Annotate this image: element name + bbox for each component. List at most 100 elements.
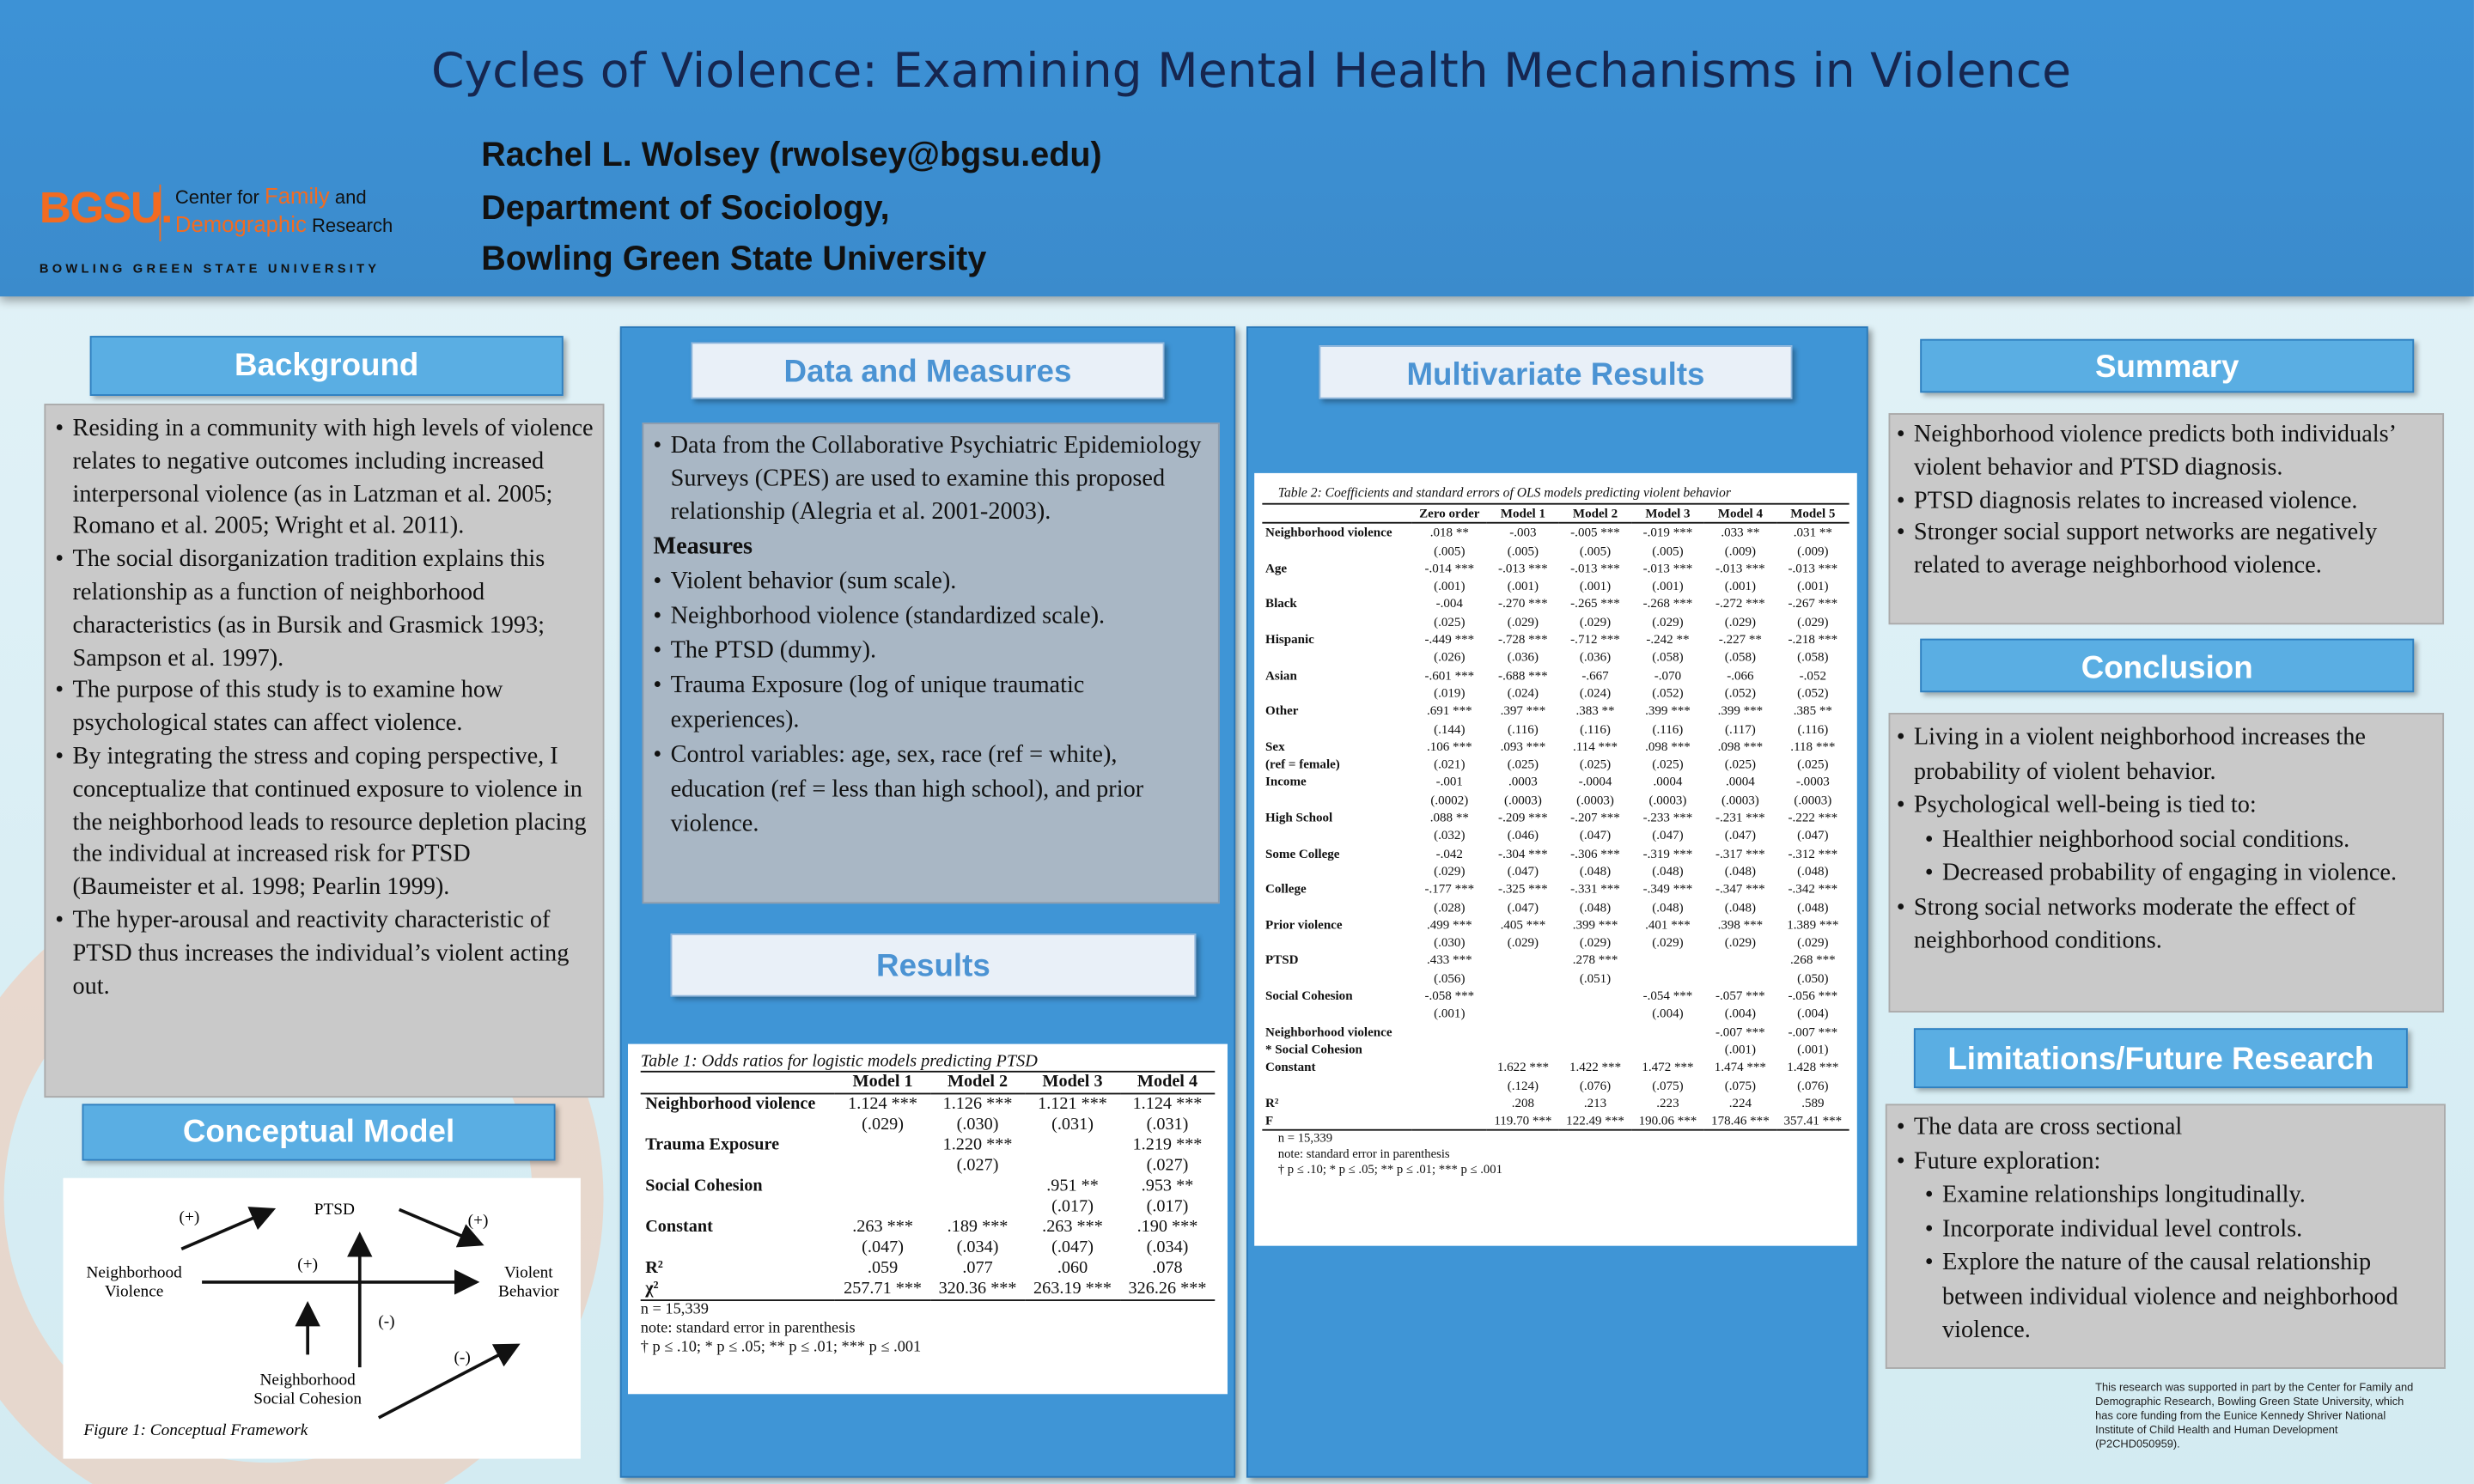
row-label: PTSD [1265,952,1299,968]
table-cell: (.048) [1797,899,1829,915]
logo-mark: BGSU. [39,183,174,232]
table-cell: (.0003) [1576,793,1614,807]
table-cell: .118 *** [1790,739,1836,754]
row-label: College [1265,881,1307,897]
bullet: Neighborhood violence predicts both indi… [1897,419,2436,484]
table-cell [1412,1059,1487,1077]
row-label: Neighborhood violence [1265,1024,1392,1039]
table-row: R² .059 .077 .060 .078 [641,1258,1216,1279]
table-cell: -.601 *** [1424,667,1475,683]
table-cell: 1.124 *** [848,1094,917,1114]
bullet: The purpose of this study is to examine … [55,676,593,741]
row-label: Constant [1265,1060,1316,1074]
bullet: Violent behavior (sum scale). [653,565,1209,599]
table-cell: -.319 *** [1642,846,1693,861]
table-row: Age -.014 *** -.013 *** -.013 *** -.013 *** -… [1262,560,1849,578]
table-row: (.005) (.005) (.005) (.005) (.009) (.009) [1262,542,1849,560]
node-label: Violence [105,1282,163,1300]
table-cell: (.032) [1434,828,1466,843]
table-cell [1559,1041,1631,1059]
table-cell: .383 ** [1575,703,1615,719]
row-label: Neighborhood violence [645,1094,816,1114]
table-cell: -.013 *** [1715,561,1765,576]
row-label [1262,1076,1411,1094]
limitations-box: The data are cross sectionalFuture explo… [1885,1104,2446,1369]
table-cell: 1.472 *** [1642,1060,1694,1074]
table-cell [1025,1156,1119,1177]
table-row: (.032) (.046) (.047) (.047) (.047) (.047) [1262,827,1849,845]
background-box: Residing in a community with high levels… [44,404,605,1098]
table-cell: .399 *** [1572,917,1618,932]
table-cell: -.349 *** [1642,881,1693,897]
table-row: F 119.70 *** 122.49 *** 190.06 *** 178.46 **… [1262,1112,1849,1131]
section-heading: Multivariate Results [1319,345,1793,399]
table-cell: (.005) [1434,543,1466,558]
table-row: Prior violence .499 *** .405 *** .399 *** .4… [1262,916,1849,934]
table-cell: .098 *** [1645,739,1691,754]
table-cell: (.036) [1507,650,1539,665]
table-cell [1487,1041,1559,1059]
table-cell: (.0003) [1648,793,1687,807]
table-cell: (.001) [1434,1007,1466,1021]
table-row: (.030) (.029) (.029) (.029) (.029) (.029) [1262,934,1849,952]
table-row: (.027) (.027) [641,1156,1216,1177]
table-cell: 1.622 *** [1496,1060,1549,1074]
table-note: † p ≤ .10; * p ≤ .05; ** p ≤ .01; *** p … [640,1339,922,1357]
table-caption: Table 2: Coefficients and standard error… [1262,481,1849,505]
table-cell: 1.126 *** [942,1094,1013,1114]
table-cell: (.0003) [1721,793,1759,807]
table-row: (.124) (.076) (.075) (.075) (.076) [1262,1076,1849,1094]
table-cell: (.017) [1146,1196,1189,1216]
table-cell: (.048) [1579,899,1612,915]
table-cell: (.009) [1724,543,1757,558]
table-cell: -.058 *** [1424,988,1475,1003]
table-cell: -.242 ** [1646,632,1690,648]
table-cell: (.046) [1507,828,1539,843]
table-cell: (.024) [1579,685,1612,701]
table-cell: .278 *** [1572,952,1618,968]
university: Bowling Green State University [481,240,987,278]
table-cell [835,1156,929,1177]
logo-text: and [334,186,367,209]
bullet: Stronger social support networks are neg… [1897,518,2436,583]
table-cell: .499 *** [1426,917,1472,932]
row-label [1262,1005,1411,1023]
sub-bullet: Healthier neighborhood social conditions… [1897,823,2436,856]
table-row: Black -.004 -.270 *** -.265 *** -.268 *** -.2… [1262,595,1849,613]
table-cell: -.007 *** [1715,1024,1765,1039]
row-label [1262,970,1411,988]
table-cell [1704,970,1776,988]
table-cell: .951 ** [1046,1176,1099,1195]
row-label: Other [1265,703,1299,719]
table-row: Neighborhood violence -.007 *** -.007 *** [1262,1023,1849,1041]
table-cell: (.029) [1724,935,1757,950]
table-cell: (.058) [1652,650,1684,665]
table-cell: (.076) [1797,1078,1829,1092]
table-row: (.047) (.034) (.047) (.034) [641,1238,1216,1258]
table-cell: -.054 *** [1642,988,1693,1003]
table-cell [1412,1094,1487,1112]
table-cell: (.058) [1724,650,1757,665]
table-cell: (.001) [1652,579,1684,593]
table-row: High School .088 ** -.209 *** -.207 *** -.23… [1262,809,1849,827]
table-cell: .093 *** [1500,739,1546,754]
table-row: Constant .263 *** .189 *** .263 *** .190 *** [641,1218,1216,1238]
table-cell: (.029) [1652,614,1684,629]
table-cell [1412,1023,1487,1041]
table-cell: (.047) [1507,864,1539,879]
table-cell [1487,1023,1559,1041]
table-cell: (.116) [1580,721,1611,736]
table-cell: -.306 *** [1570,846,1620,861]
section-heading: Conclusion [1920,638,2415,693]
bullet-list: The data are cross sectionalFuture explo… [1897,1110,2434,1347]
table-cell: (.027) [956,1156,999,1176]
row-label: Age [1265,561,1288,576]
table-cell: .397 *** [1500,703,1546,719]
table-cell: (.029) [1797,614,1829,629]
table-cell [930,1197,1025,1218]
table-cell [1631,970,1703,988]
table-cell: -.265 *** [1570,597,1620,611]
table-cell: -.0003 [1795,775,1830,789]
table-row: Hispanic -.449 *** -.728 *** -.712 *** -.242… [1262,631,1849,649]
column-header [641,1073,836,1094]
